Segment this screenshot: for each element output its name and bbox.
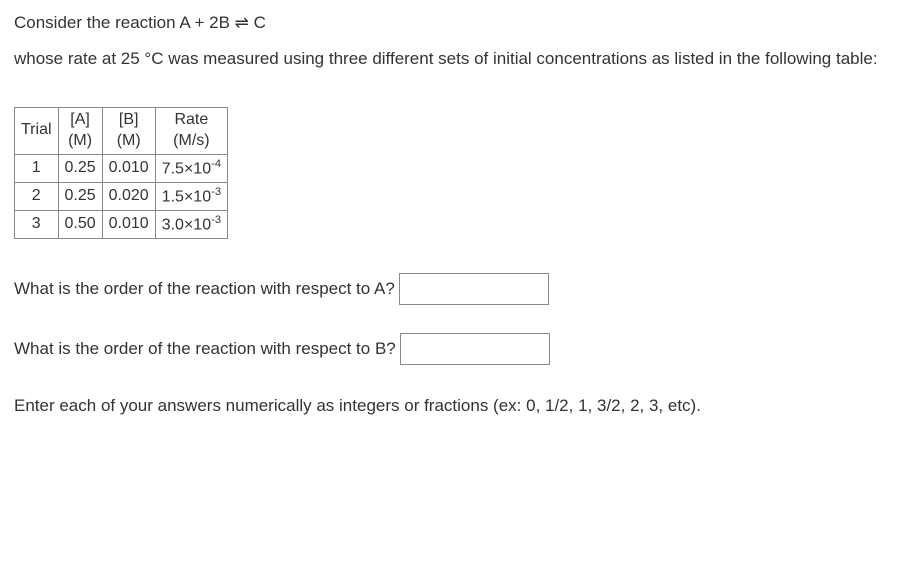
a-top: [A]: [70, 110, 90, 131]
cell-b: 0.010: [102, 154, 155, 182]
order-a-input[interactable]: [399, 273, 549, 305]
b-top: [B]: [119, 110, 139, 131]
cell-a: 0.25: [58, 182, 102, 210]
cell-rate: 1.5×10-3: [155, 182, 227, 210]
cell-b: 0.010: [102, 210, 155, 238]
problem-statement: Consider the reaction A + 2B ⇌ C whose r…: [14, 10, 887, 71]
order-b-input[interactable]: [400, 333, 550, 365]
intro-line-1: Consider the reaction A + 2B ⇌ C: [14, 10, 887, 36]
intro-line-2: whose rate at 25 °C was measured using t…: [14, 46, 887, 72]
a-bot: (M): [68, 131, 92, 152]
rate-top: Rate: [174, 110, 208, 131]
b-bot: (M): [117, 131, 141, 152]
table-header-row: Trial [A] (M) [B] (M) Rate (M/s): [15, 108, 228, 155]
table-row: 3 0.50 0.010 3.0×10-3: [15, 210, 228, 238]
question-b-text: What is the order of the reaction with r…: [14, 336, 396, 362]
question-a-text: What is the order of the reaction with r…: [14, 276, 395, 302]
table-row: 2 0.25 0.020 1.5×10-3: [15, 182, 228, 210]
cell-b: 0.020: [102, 182, 155, 210]
rate-bot: (M/s): [173, 131, 209, 152]
col-header-trial: Trial: [15, 108, 59, 155]
question-a-row: What is the order of the reaction with r…: [14, 273, 887, 305]
col-header-rate: Rate (M/s): [155, 108, 227, 155]
cell-a: 0.50: [58, 210, 102, 238]
table-body: 1 0.25 0.010 7.5×10-4 2 0.25 0.020 1.5×1…: [15, 154, 228, 238]
col-header-b: [B] (M): [102, 108, 155, 155]
cell-rate: 3.0×10-3: [155, 210, 227, 238]
cell-trial: 1: [15, 154, 59, 182]
cell-a: 0.25: [58, 154, 102, 182]
table-row: 1 0.25 0.010 7.5×10-4: [15, 154, 228, 182]
cell-rate: 7.5×10-4: [155, 154, 227, 182]
cell-trial: 2: [15, 182, 59, 210]
col-header-a: [A] (M): [58, 108, 102, 155]
data-table: Trial [A] (M) [B] (M) Rate (M/s): [14, 107, 228, 239]
cell-trial: 3: [15, 210, 59, 238]
question-b-row: What is the order of the reaction with r…: [14, 333, 887, 365]
instruction-text: Enter each of your answers numerically a…: [14, 393, 887, 419]
